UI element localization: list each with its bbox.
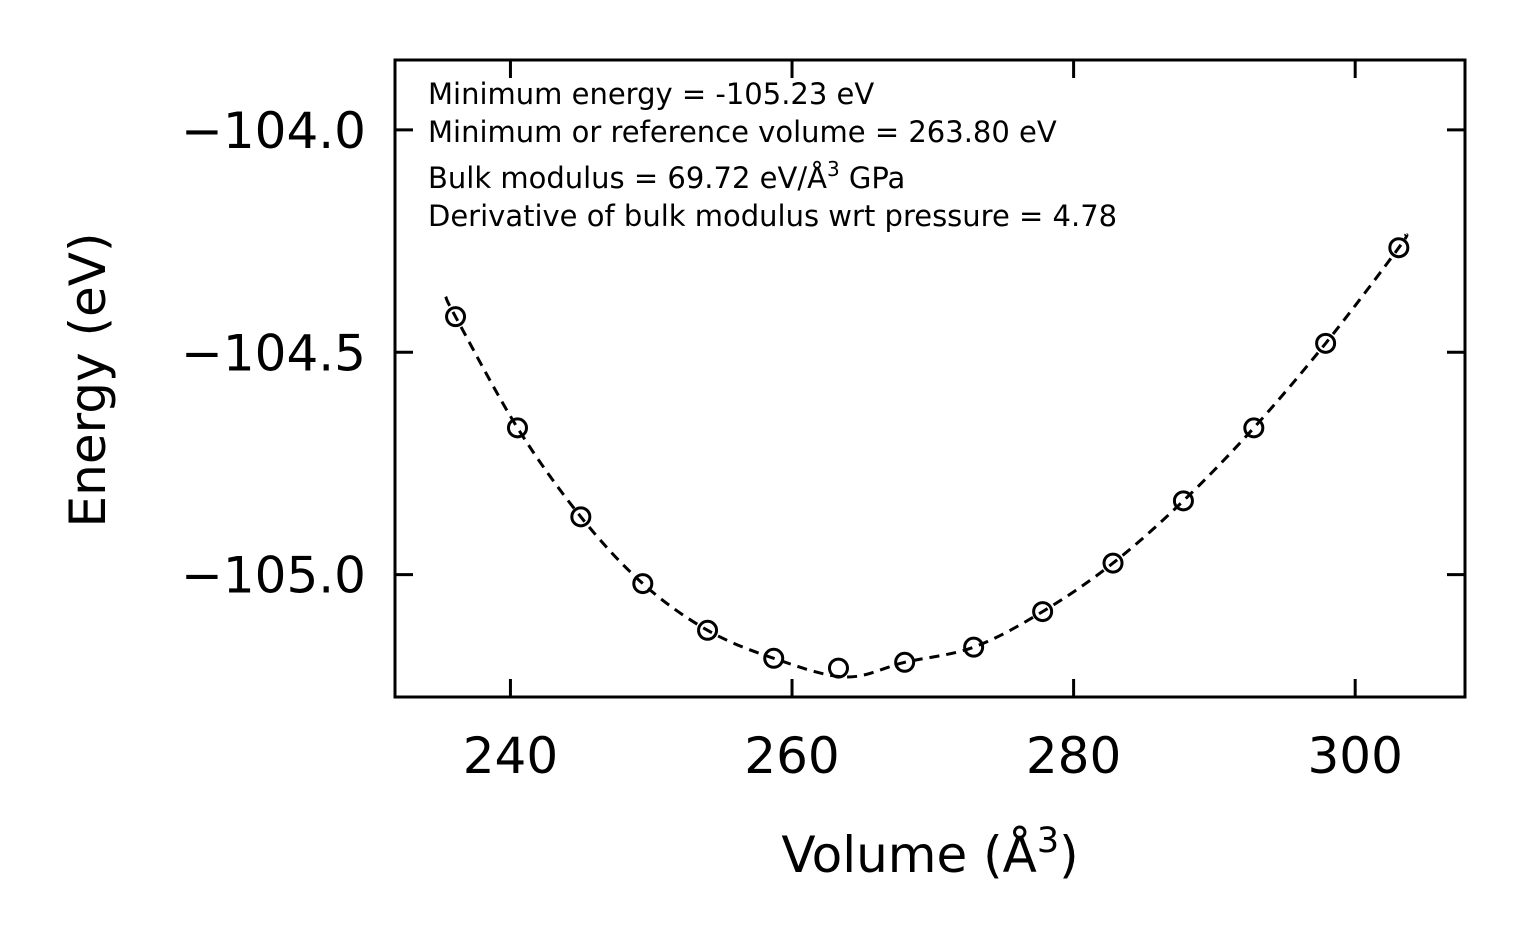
tick-marks [395, 60, 1465, 697]
annotation-block: Minimum energy = -105.23 eV Minimum or r… [428, 77, 1117, 233]
data-point [963, 636, 985, 658]
data-point [1388, 237, 1410, 259]
y-tick-label: −104.5 [181, 324, 366, 382]
x-axis-title-tail: ) [1059, 826, 1079, 884]
annotation-bulk-derivative: Derivative of bulk modulus wrt pressure … [428, 199, 1117, 233]
data-points [445, 237, 1410, 679]
data-point [1102, 552, 1124, 574]
annotation-bulk-modulus-base: Bulk modulus = 69.72 eV/Å [428, 161, 827, 195]
annotation-bulk-modulus: Bulk modulus = 69.72 eV/Å3 GPa [428, 157, 905, 195]
x-tick-label: 260 [744, 727, 839, 785]
data-point [894, 651, 916, 673]
annotation-bulk-modulus-tail: GPa [840, 161, 906, 195]
data-point [506, 417, 528, 439]
annotation-min-volume: Minimum or reference volume = 263.80 eV [428, 115, 1057, 149]
data-point [1243, 417, 1265, 439]
x-axis-title: Volume (Å3) [781, 821, 1078, 884]
y-tick-label: −104.0 [181, 102, 366, 160]
y-axis-title: Energy (eV) [59, 233, 117, 528]
data-point [763, 647, 785, 669]
data-point [697, 619, 719, 641]
fit-curve-line [444, 233, 1409, 679]
data-point [632, 573, 654, 595]
annotation-bulk-modulus-sup: 3 [827, 157, 840, 181]
data-point [570, 506, 592, 528]
annotation-min-energy: Minimum energy = -105.23 eV [428, 77, 874, 111]
data-point [445, 306, 467, 328]
plot-frame [393, 58, 1467, 699]
x-tick-label: 300 [1307, 727, 1402, 785]
tick-labels: 240 260 280 300 −104.0 −104.5 −105.0 [181, 102, 1403, 785]
x-tick-label: 240 [463, 727, 558, 785]
data-point [827, 657, 849, 679]
x-axis-title-sup: 3 [1037, 821, 1059, 861]
x-axis-title-base: Volume (Å [781, 826, 1037, 884]
y-tick-label: −105.0 [181, 547, 366, 605]
data-point [1172, 490, 1194, 512]
data-point [1315, 332, 1337, 354]
x-tick-label: 280 [1026, 727, 1121, 785]
data-point [1032, 601, 1054, 623]
